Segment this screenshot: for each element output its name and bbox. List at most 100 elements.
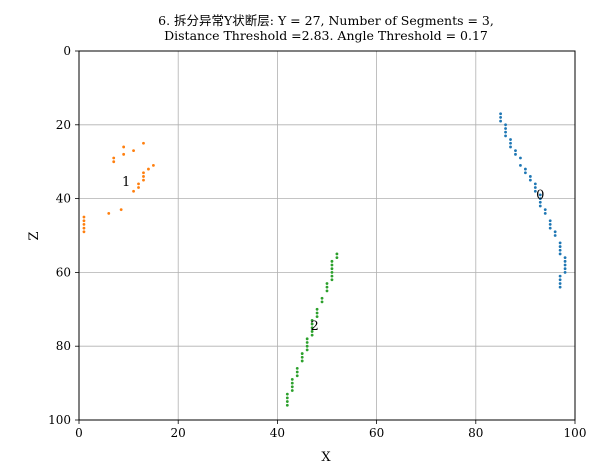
segment-label-0: 0 [536, 188, 544, 203]
data-point-series-0 [553, 234, 557, 237]
data-point-series-2 [295, 366, 299, 370]
data-point-series-0 [504, 134, 507, 138]
data-point-series-0 [533, 189, 537, 193]
y-axis-label: Z [27, 231, 42, 240]
data-point-series-1 [152, 163, 155, 167]
data-point-series-0 [528, 175, 532, 178]
data-point-series-1 [82, 219, 86, 223]
data-point-series-0 [504, 130, 507, 134]
data-point-series-2 [320, 300, 324, 304]
data-point-series-0 [548, 219, 552, 223]
data-point-series-1 [137, 182, 140, 186]
data-point-series-2 [305, 344, 309, 348]
data-point-series-0 [558, 245, 562, 248]
data-point-series-0 [538, 197, 542, 201]
data-point-series-0 [509, 145, 512, 149]
data-point-series-1 [112, 156, 116, 160]
data-point-series-1 [82, 230, 86, 234]
y-tick-label: 20 [56, 118, 71, 132]
data-point-series-1 [82, 215, 86, 219]
data-point-series-0 [519, 163, 522, 167]
data-point-series-0 [548, 226, 552, 230]
data-point-series-0 [563, 259, 567, 263]
data-point-series-0 [504, 123, 507, 127]
data-point-series-1 [122, 145, 126, 149]
data-point-series-0 [504, 127, 507, 130]
data-point-series-2 [305, 348, 309, 352]
data-point-series-0 [528, 178, 532, 182]
data-point-series-0 [558, 274, 562, 278]
y-tick-label: 60 [56, 265, 71, 279]
y-tick-label: 0 [63, 44, 71, 58]
y-tick-label: 80 [56, 339, 71, 353]
data-point-series-0 [553, 230, 557, 234]
segment-label-1: 1 [122, 175, 130, 190]
grid-lines [78, 50, 576, 421]
data-point-series-0 [519, 156, 522, 160]
data-point-series-2 [325, 289, 329, 293]
data-point-series-0 [558, 285, 562, 289]
segment-label-2: 2 [310, 319, 318, 334]
chart-title-line-1: 6. 拆分异常Y状断层: Y = 27, Number of Segments … [158, 13, 494, 28]
data-point-series-2 [295, 370, 299, 374]
data-point-series-2 [300, 359, 304, 363]
data-point-series-0 [533, 182, 537, 186]
data-point-series-2 [295, 374, 299, 378]
data-point-series-2 [330, 267, 334, 271]
data-point-series-1 [122, 152, 126, 156]
data-point-series-0 [499, 116, 502, 119]
data-point-series-2 [285, 396, 289, 400]
chart-title-line-2: Distance Threshold =2.83. Angle Threshol… [164, 28, 488, 43]
data-point-series-2 [310, 318, 314, 322]
data-point-series-1 [107, 211, 111, 215]
data-point-series-2 [330, 271, 334, 274]
data-point-series-1 [132, 149, 135, 153]
data-point-series-2 [330, 274, 334, 278]
data-point-series-1 [142, 171, 145, 175]
data-point-series-0 [543, 211, 547, 215]
x-tick-label: 40 [270, 426, 285, 440]
data-point-series-2 [300, 352, 304, 355]
x-axis-ticks: 0 20 40 60 80 100 [75, 420, 586, 440]
x-tick-label: 0 [75, 426, 83, 440]
data-points [82, 112, 567, 407]
data-point-series-0 [558, 241, 562, 245]
data-point-series-1 [142, 175, 145, 178]
data-point-series-2 [305, 337, 309, 341]
data-point-series-2 [325, 282, 329, 285]
x-axis-label: X [321, 450, 331, 465]
data-point-series-0 [548, 223, 552, 226]
y-tick-label: 100 [48, 413, 71, 427]
data-point-series-2 [310, 330, 314, 333]
data-point-series-2 [285, 400, 289, 403]
data-point-series-2 [290, 378, 294, 381]
data-point-series-2 [290, 381, 294, 385]
data-point-series-0 [524, 171, 527, 175]
data-point-series-0 [524, 167, 527, 171]
data-point-series-1 [82, 226, 86, 230]
data-point-series-2 [330, 259, 334, 263]
x-tick-label: 100 [564, 426, 587, 440]
data-point-series-2 [290, 385, 294, 389]
data-point-series-2 [330, 278, 334, 282]
data-point-series-2 [330, 263, 334, 267]
data-point-series-2 [325, 285, 329, 289]
data-point-series-2 [320, 296, 324, 300]
data-point-series-1 [112, 160, 116, 164]
y-tick-label: 40 [56, 192, 71, 206]
x-tick-label: 80 [468, 426, 483, 440]
data-point-series-0 [499, 119, 502, 123]
data-point-series-2 [335, 256, 339, 260]
data-point-series-2 [285, 392, 289, 396]
data-point-series-1 [142, 141, 145, 145]
data-point-series-0 [563, 263, 567, 267]
data-point-series-0 [533, 186, 537, 189]
data-point-series-2 [305, 341, 309, 344]
data-point-series-0 [538, 204, 542, 208]
data-point-series-1 [132, 189, 135, 193]
data-point-series-0 [563, 267, 567, 271]
data-point-series-1 [119, 208, 123, 212]
data-point-series-0 [538, 200, 542, 204]
data-point-series-1 [147, 167, 150, 171]
